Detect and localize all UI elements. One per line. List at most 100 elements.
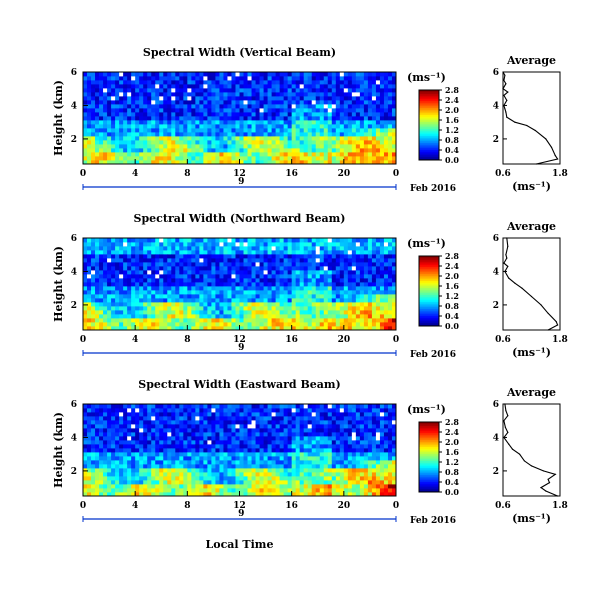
- heatmap-cell: [231, 432, 235, 436]
- heatmap-cell: [83, 76, 87, 80]
- heatmap-cell: [364, 258, 368, 262]
- heatmap-cell: [131, 404, 135, 408]
- heatmap-cell: [376, 104, 380, 108]
- heatmap-cell: [95, 484, 99, 488]
- heatmap-cell: [227, 72, 231, 76]
- heatmap-cell: [256, 290, 260, 294]
- heatmap-cell: [179, 322, 183, 326]
- heatmap-cell: [252, 254, 256, 258]
- heatmap-cell: [171, 424, 175, 428]
- heatmap-cell: [264, 254, 268, 258]
- heatmap-cell: [316, 116, 320, 120]
- heatmap-cell: [300, 258, 304, 262]
- heatmap-cell: [348, 238, 352, 242]
- heatmap-cell: [87, 100, 91, 104]
- heatmap-cell: [344, 258, 348, 262]
- heatmap-cell: [155, 80, 159, 84]
- heatmap-cell: [272, 448, 276, 452]
- heatmap-cell: [107, 238, 111, 242]
- heatmap-cell: [248, 258, 252, 262]
- heatmap-cell: [300, 144, 304, 148]
- heatmap-cell: [344, 128, 348, 132]
- heatmap-cell: [252, 140, 256, 144]
- heatmap-cell: [151, 424, 155, 428]
- heatmap-cell: [127, 294, 131, 298]
- heatmap-cell: [304, 76, 308, 80]
- heatmap-cell: [300, 278, 304, 282]
- heatmap-cell: [356, 116, 360, 120]
- heatmap-cell: [139, 136, 143, 140]
- heatmap-cell: [179, 298, 183, 302]
- heatmap-cell: [143, 254, 147, 258]
- x-tick-label: 4: [132, 169, 138, 179]
- heatmap-cell: [183, 258, 187, 262]
- heatmap-cell: [240, 242, 244, 246]
- heatmap-cell: [131, 448, 135, 452]
- heatmap-cell: [207, 436, 211, 440]
- heatmap-cell: [151, 282, 155, 286]
- heatmap-cell: [139, 290, 143, 294]
- heatmap-cell: [336, 238, 340, 242]
- heatmap-cell: [159, 420, 163, 424]
- heatmap-cell: [119, 416, 123, 420]
- heatmap-cell: [384, 306, 388, 310]
- heatmap-cell: [203, 424, 207, 428]
- heatmap-cell: [123, 460, 127, 464]
- heatmap-cell: [215, 88, 219, 92]
- heatmap-cell: [207, 488, 211, 492]
- heatmap-cell: [280, 262, 284, 266]
- heatmap-cell: [248, 310, 252, 314]
- heatmap-cell: [203, 72, 207, 76]
- heatmap-cell: [235, 404, 239, 408]
- heatmap-cell: [376, 318, 380, 322]
- heatmap-cell: [284, 238, 288, 242]
- heatmap-cell: [227, 262, 231, 266]
- heatmap-cell: [179, 266, 183, 270]
- heatmap-cell: [288, 294, 292, 298]
- heatmap-cell: [107, 468, 111, 472]
- heatmap-cell: [163, 404, 167, 408]
- heatmap-cell: [252, 484, 256, 488]
- heatmap-cell: [328, 140, 332, 144]
- heatmap-cell: [292, 136, 296, 140]
- heatmap-cell: [284, 96, 288, 100]
- heatmap-cell: [99, 314, 103, 318]
- heatmap-cell: [207, 136, 211, 140]
- heatmap-cell: [191, 290, 195, 294]
- heatmap-cell: [99, 460, 103, 464]
- heatmap-cell: [207, 310, 211, 314]
- heatmap-cell: [91, 140, 95, 144]
- heatmap-cell: [139, 404, 143, 408]
- heatmap-cell: [143, 286, 147, 290]
- heatmap-cell: [135, 314, 139, 318]
- heatmap-cell: [219, 412, 223, 416]
- average-point: [545, 138, 546, 139]
- heatmap-cell: [123, 294, 127, 298]
- colorbar-tick-label: 2.4: [445, 261, 459, 271]
- heatmap-cell: [135, 488, 139, 492]
- heatmap-cell: [99, 144, 103, 148]
- heatmap-cell: [171, 440, 175, 444]
- heatmap-cell: [167, 420, 171, 424]
- heatmap-cell: [115, 144, 119, 148]
- heatmap-cell: [376, 156, 380, 160]
- heatmap-cell: [340, 250, 344, 254]
- heatmap-cell: [280, 460, 284, 464]
- heatmap-cell: [372, 258, 376, 262]
- heatmap-cell: [171, 302, 175, 306]
- heatmap-cell: [256, 108, 260, 112]
- heatmap-cell: [219, 120, 223, 124]
- heatmap-cell: [352, 156, 356, 160]
- heatmap-cell: [175, 266, 179, 270]
- heatmap-cell: [155, 436, 159, 440]
- heatmap-cell: [135, 294, 139, 298]
- heatmap-cell: [99, 310, 103, 314]
- heatmap-cell: [167, 488, 171, 492]
- heatmap-cell: [272, 132, 276, 136]
- heatmap-cell: [284, 108, 288, 112]
- heatmap-cell: [143, 262, 147, 266]
- heatmap-cell: [115, 318, 119, 322]
- heatmap-cell: [340, 294, 344, 298]
- heatmap-cell: [368, 76, 372, 80]
- heatmap-cell: [344, 140, 348, 144]
